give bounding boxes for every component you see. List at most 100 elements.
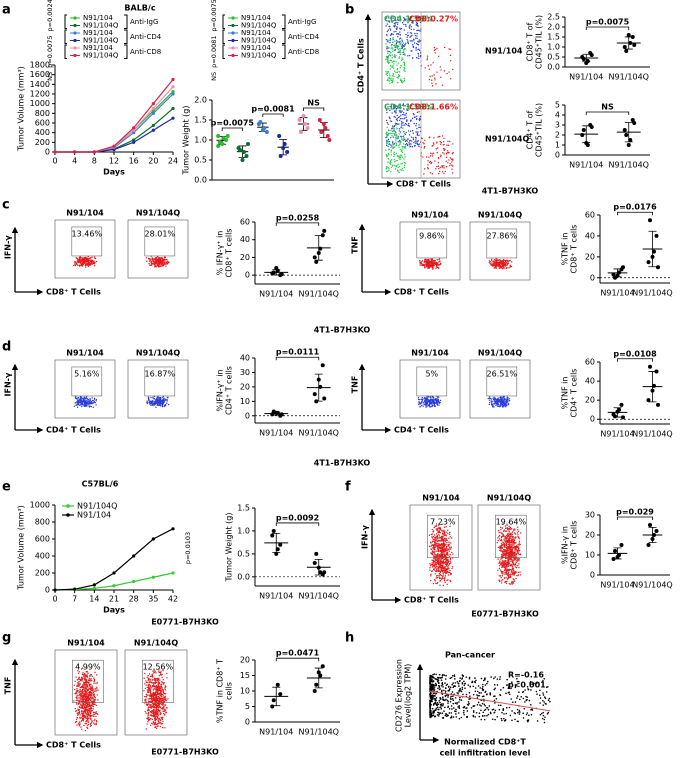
flow-dot <box>513 572 515 574</box>
flow-dot <box>151 399 153 402</box>
flow-dot <box>439 580 441 582</box>
flow-dot <box>427 160 429 162</box>
flow-dot <box>387 55 390 57</box>
flow-dot <box>78 692 80 694</box>
flow-dot <box>498 531 500 534</box>
flow-dot <box>159 396 162 399</box>
point <box>621 265 625 270</box>
flow-dot <box>398 56 401 58</box>
flow-dot <box>390 29 392 31</box>
flow-dot <box>387 39 389 41</box>
flow-dot <box>405 139 407 141</box>
flow-dot <box>387 77 389 79</box>
point <box>171 527 175 531</box>
x-tick-label: N91/104 <box>600 289 634 298</box>
flow-dot <box>432 401 434 403</box>
flow-dot <box>432 144 434 147</box>
x-tick-label: N91/104Q <box>609 161 649 170</box>
flow-dot <box>437 560 440 562</box>
flow-dot <box>94 711 96 714</box>
flow-dot <box>510 541 512 544</box>
flow-dot <box>77 264 79 266</box>
legend-label: N91/104Q <box>241 52 277 60</box>
flow-dot <box>391 140 394 143</box>
flow-dot <box>399 52 401 54</box>
flow-dot <box>85 257 87 260</box>
point <box>285 150 290 154</box>
flow-dot <box>392 164 394 166</box>
flow-dot <box>512 582 515 584</box>
point <box>314 399 319 404</box>
flow-dot <box>420 404 423 407</box>
flow-dot <box>497 569 499 571</box>
flow-dot <box>409 24 411 27</box>
flow-dot <box>447 162 449 164</box>
flow-dot <box>422 156 424 158</box>
flow-dot <box>79 264 81 266</box>
flow-dot <box>390 137 392 139</box>
flow-dot <box>443 571 446 573</box>
flow-dot <box>418 48 420 50</box>
flow-dot <box>504 527 507 530</box>
flow-dot <box>89 405 91 407</box>
flow-dot <box>447 567 450 570</box>
point <box>278 154 283 158</box>
flow-dot <box>75 257 78 259</box>
flow-dot <box>505 582 508 584</box>
flow-dot <box>397 36 399 38</box>
flow-dot <box>391 145 393 147</box>
flow-dot <box>446 570 449 573</box>
flow-dot <box>83 688 85 690</box>
sample-name: N91/104 <box>485 47 523 56</box>
flow-dot <box>152 396 154 399</box>
flow-dot <box>397 19 400 22</box>
flow-dot <box>82 686 84 688</box>
flow-dot <box>440 578 443 580</box>
x-tick-label: 0 <box>52 595 57 604</box>
flow-dot <box>86 685 89 687</box>
flow-dot <box>392 65 394 67</box>
flow-dot <box>439 543 441 546</box>
sample-name: N91/104 <box>411 211 449 220</box>
flow-dot <box>80 258 82 261</box>
flow-dot <box>489 263 491 265</box>
flow-dot <box>507 543 509 546</box>
flow-dot <box>498 403 500 406</box>
flow-box <box>127 219 189 279</box>
flow-dot <box>408 134 411 136</box>
flow-dot <box>389 162 391 164</box>
flow-dot <box>409 130 412 132</box>
point <box>312 392 317 397</box>
flow-dot <box>395 165 397 168</box>
flow-dot <box>386 126 388 129</box>
legend-marker <box>231 53 235 58</box>
point <box>654 529 659 533</box>
flow-dot <box>95 723 97 726</box>
flow-dot <box>95 712 98 715</box>
point <box>151 123 155 128</box>
flow-dot <box>80 704 82 706</box>
flow-dot <box>389 38 392 41</box>
flow-dot <box>500 580 503 582</box>
point <box>112 147 116 152</box>
flow-dot <box>440 537 442 539</box>
flow-dot <box>399 34 402 36</box>
flow-dot <box>494 399 496 401</box>
flow-dot <box>415 15 417 17</box>
flow-dot <box>400 114 402 116</box>
legend-marker <box>231 16 235 20</box>
flow-dot <box>402 53 405 56</box>
flow-dot <box>411 34 413 37</box>
flow-dot <box>411 146 413 148</box>
flow-dot <box>497 537 499 539</box>
flow-dot <box>502 406 504 408</box>
flow-dot <box>490 264 492 266</box>
flow-dot <box>162 261 164 263</box>
flow-dot <box>392 78 394 80</box>
flow-dot <box>91 256 93 258</box>
flow-dot <box>95 704 98 707</box>
point <box>316 251 321 255</box>
point <box>322 228 327 233</box>
flow-dot <box>397 169 399 171</box>
flow-dot <box>421 400 423 402</box>
